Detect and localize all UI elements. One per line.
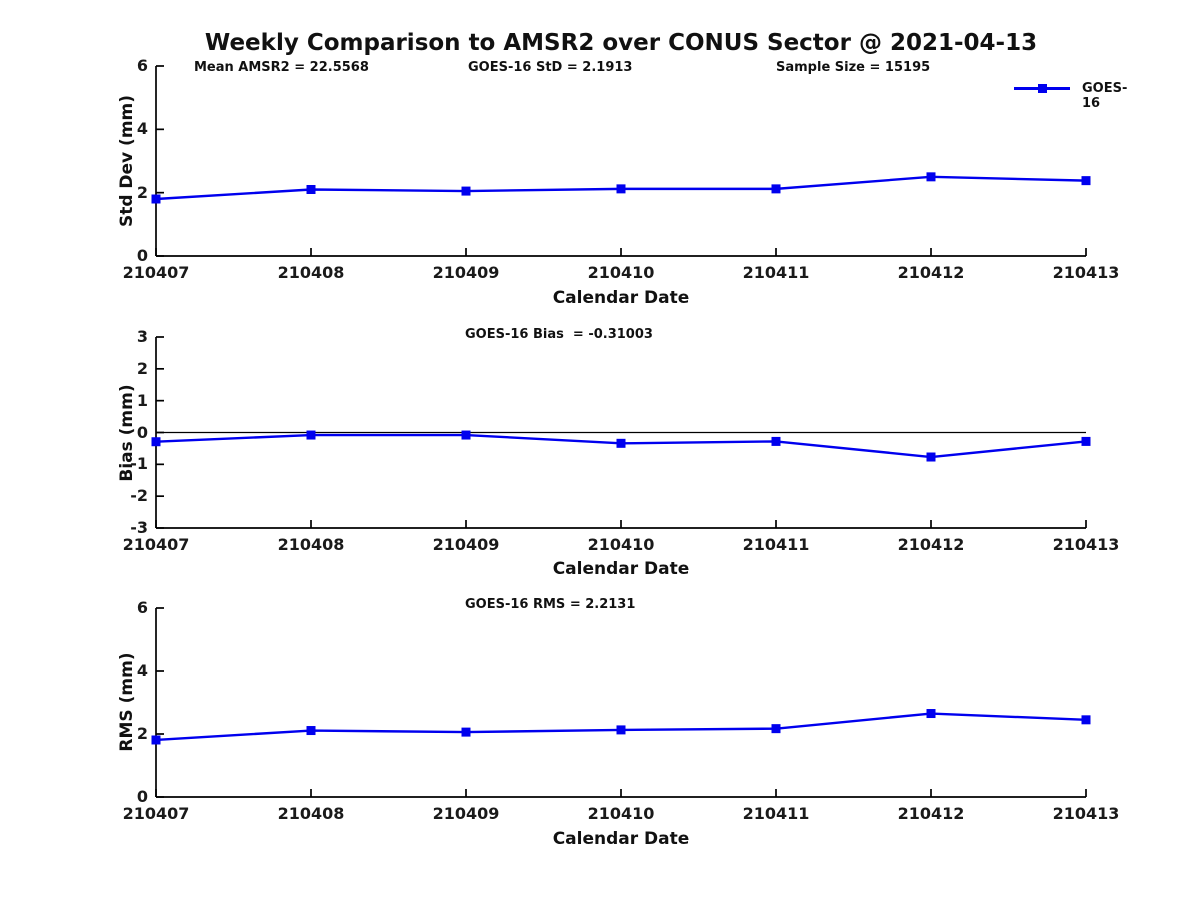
data-point-marker (306, 185, 316, 194)
x-tick-label: 210410 (587, 804, 655, 823)
data-point-marker (616, 184, 626, 194)
x-tick-label: 210408 (277, 263, 345, 282)
annotation-mean-amsr2: Mean AMSR2 = 22.5568 (194, 60, 369, 75)
data-point-marker (151, 194, 161, 204)
annotation-goes16-std: GOES-16 StD = 2.1913 (468, 60, 633, 75)
x-tick-label: 210410 (587, 535, 655, 554)
x-tick-label: 210408 (277, 804, 345, 823)
y-tick-label: 4 (136, 661, 148, 680)
data-point-marker (306, 430, 316, 440)
data-point-marker (771, 724, 781, 734)
data-point-marker (1081, 715, 1091, 725)
y-tick-label: 0 (136, 422, 148, 442)
y-tick-label: -3 (130, 518, 148, 537)
x-tick-label: 210413 (1052, 804, 1120, 823)
legend-label: GOES-16 (1082, 81, 1128, 111)
y-tick-label: 6 (136, 56, 148, 75)
x-tick-label: 210411 (742, 535, 810, 554)
x-tick-label: 210407 (122, 535, 190, 554)
y-tick-label: 0 (136, 246, 148, 265)
legend-square-marker-icon (1038, 84, 1047, 93)
x-tick-label: 210411 (742, 263, 810, 282)
plot-stddev (151, 65, 1091, 257)
x-axis-label-rms: Calendar Date (552, 829, 690, 849)
y-tick-label: 0 (136, 787, 148, 806)
data-point-marker (616, 438, 626, 448)
data-point-marker (771, 184, 781, 194)
x-tick-label: 210407 (122, 263, 190, 282)
x-axis-label-stddev: Calendar Date (552, 288, 690, 308)
data-point-marker (1081, 176, 1091, 186)
x-tick-label: 210412 (897, 804, 965, 823)
data-point-marker (151, 735, 161, 745)
x-axis-label-bias: Calendar Date (552, 559, 690, 579)
plot-bias (151, 336, 1091, 529)
x-tick-label: 210409 (432, 804, 500, 823)
annotation-goes16-rms: GOES-16 RMS = 2.2131 (465, 597, 636, 612)
data-point-marker (926, 172, 936, 182)
data-point-marker (616, 725, 626, 735)
y-tick-label: 6 (136, 598, 148, 617)
x-tick-label: 210409 (432, 535, 500, 554)
y-tick-label: 4 (136, 119, 148, 139)
x-tick-label: 210411 (742, 804, 810, 823)
x-tick-label: 210412 (897, 263, 965, 282)
y-tick-label: -2 (130, 486, 148, 506)
y-tick-label: 2 (136, 182, 148, 202)
data-point-marker (461, 186, 471, 196)
data-point-marker (306, 726, 316, 736)
x-tick-label: 210407 (122, 804, 190, 823)
page-title: Weekly Comparison to AMSR2 over CONUS Se… (204, 30, 1038, 56)
data-point-marker (461, 727, 471, 737)
y-tick-label: 2 (136, 358, 148, 378)
data-point-marker (461, 430, 471, 440)
x-tick-label: 210410 (587, 263, 655, 282)
y-tick-label: 2 (136, 724, 148, 743)
x-tick-label: 210413 (1052, 263, 1120, 282)
data-point-marker (1081, 436, 1091, 446)
x-tick-label: 210413 (1052, 535, 1120, 554)
data-point-marker (771, 436, 781, 446)
data-point-marker (926, 452, 936, 462)
data-point-marker (926, 709, 936, 719)
y-tick-label: 1 (136, 390, 148, 410)
x-tick-label: 210412 (897, 535, 965, 554)
y-tick-label: 3 (136, 327, 148, 346)
x-tick-label: 210409 (432, 263, 500, 282)
plot-rms (151, 607, 1091, 798)
data-point-marker (151, 437, 161, 447)
x-tick-label: 210408 (277, 535, 345, 554)
annotation-goes16-bias: GOES-16 Bias = -0.31003 (465, 327, 653, 342)
annotation-sample-size: Sample Size = 15195 (776, 60, 931, 75)
y-tick-label: -1 (130, 454, 148, 474)
